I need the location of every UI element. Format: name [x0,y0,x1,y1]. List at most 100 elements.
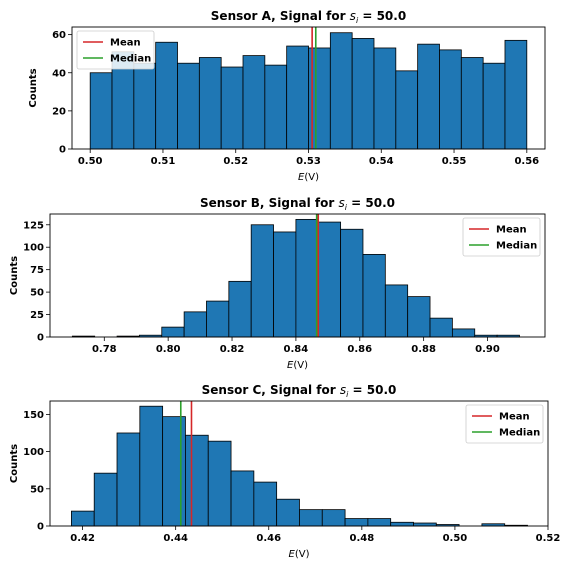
x-tick-label: 0.80 [156,344,181,355]
x-tick-label: 0.51 [151,156,176,167]
histogram-bar [340,228,364,338]
histogram-bar [417,43,440,150]
y-tick-label: 50 [30,484,44,495]
legend: Mean Median [462,217,541,257]
y-tick-label: 0 [37,333,44,344]
histogram-bar [207,440,232,527]
histogram-bar [93,472,118,527]
histogram-bar [133,62,157,150]
x-tick-label: 0.54 [369,156,394,167]
histogram-bar [460,57,484,150]
legend: Mean Median [465,404,544,444]
x-tick-label: 0.55 [442,156,467,167]
legend-median-label: Median [499,428,540,439]
x-tick-label: 0.86 [347,344,372,355]
y-axis-label: Counts [9,444,20,483]
histogram-bar [276,498,300,527]
x-tick-label: 0.50 [78,156,103,167]
legend-box [465,404,544,444]
histogram-bar [183,311,207,338]
histogram-bar [362,253,386,338]
legend-median-label: Median [110,54,151,65]
y-tick-label: 25 [30,310,44,321]
x-tick-label: 0.78 [92,344,117,355]
chart-panel-3: 0.42 0.44 0.46 0.48 0.50 0.52 0 50 100 150 Sensor … [9,383,560,560]
x-axis-label: E(V) [289,549,310,560]
histogram-bar [264,64,288,150]
x-tick-label: 0.42 [70,533,95,544]
legend: Mean Median [76,30,155,70]
histogram-bar [344,518,369,527]
x-tick-label: 0.48 [349,533,374,544]
histogram-bar [220,66,244,150]
histogram-bar [482,62,506,150]
histogram-bar [177,62,200,150]
histogram-bar [161,326,185,338]
histogram-bar [250,224,274,338]
y-tick-label: 75 [30,265,44,276]
histogram-bar [351,38,375,150]
x-tick-label: 0.44 [163,533,188,544]
x-tick-label: 0.90 [475,344,500,355]
bars [71,405,528,527]
histogram-bar [253,481,278,527]
histogram-bar [373,47,397,150]
histogram-bar [295,218,319,338]
histogram-bar [329,32,353,150]
histogram-bar [429,317,453,338]
legend-mean-label: Mean [496,225,527,236]
histogram-bar [286,45,309,150]
histogram-bar [228,280,252,338]
histogram-bar [321,509,346,527]
histogram-bar [198,57,222,150]
y-tick-label: 100 [23,243,44,254]
legend-mean-label: Mean [110,38,141,49]
y-axis-label: Counts [9,256,20,295]
chart-panel-2: 0.78 0.80 0.82 0.84 0.86 0.88 0.90 0 25 50 75 100 12… [9,196,546,371]
y-tick-label: 20 [52,106,66,117]
histogram-bar [71,510,95,527]
histogram-bar [367,518,392,527]
y-tick-label: 50 [30,288,44,299]
histogram-bar [395,70,419,150]
histogram-bar [162,416,186,527]
chart-title: Sensor C, Signal for si = 50.0 [202,383,397,399]
x-tick-label: 0.52 [536,533,561,544]
y-tick-label: 0 [37,522,44,533]
x-tick-label: 0.82 [220,344,245,355]
y-tick-label: 150 [23,410,44,421]
histogram-bar [139,405,164,527]
histogram-bar [451,328,476,338]
bars [71,218,520,338]
bars [89,32,528,150]
legend-box [76,30,155,70]
y-tick-label: 60 [52,30,66,41]
chart-title: Sensor A, Signal for si = 50.0 [211,9,406,25]
histogram-bar [185,434,209,527]
histogram-bar [504,39,528,150]
x-tick-label: 0.50 [443,533,468,544]
histogram-bar [242,55,266,150]
histogram-bar [407,296,431,338]
legend-mean-label: Mean [499,412,530,423]
histogram-bar [89,72,113,150]
histogram-bar [384,284,409,338]
histogram-bar [116,432,141,527]
legend-box [462,217,541,257]
axes-frame [49,213,546,338]
x-tick-label: 0.52 [223,156,248,167]
chart-title: Sensor B, Signal for si = 50.0 [200,196,395,212]
histogram-bar [317,221,342,338]
x-tick-label: 0.84 [284,344,309,355]
y-tick-label: 40 [52,68,66,79]
y-tick-label: 100 [23,447,44,458]
x-tick-label: 0.46 [256,533,281,544]
chart-panel-1: 0.50 0.51 0.52 0.53 0.54 0.55 0.56 0 20 40 60 Senso… [28,9,546,183]
histogram-bar [230,470,255,527]
histogram-bar [155,41,178,150]
x-axis-label: E(V) [298,172,319,183]
histogram-bar [206,300,230,338]
y-tick-label: 125 [23,220,44,231]
x-axis-label: E(V) [287,360,308,371]
